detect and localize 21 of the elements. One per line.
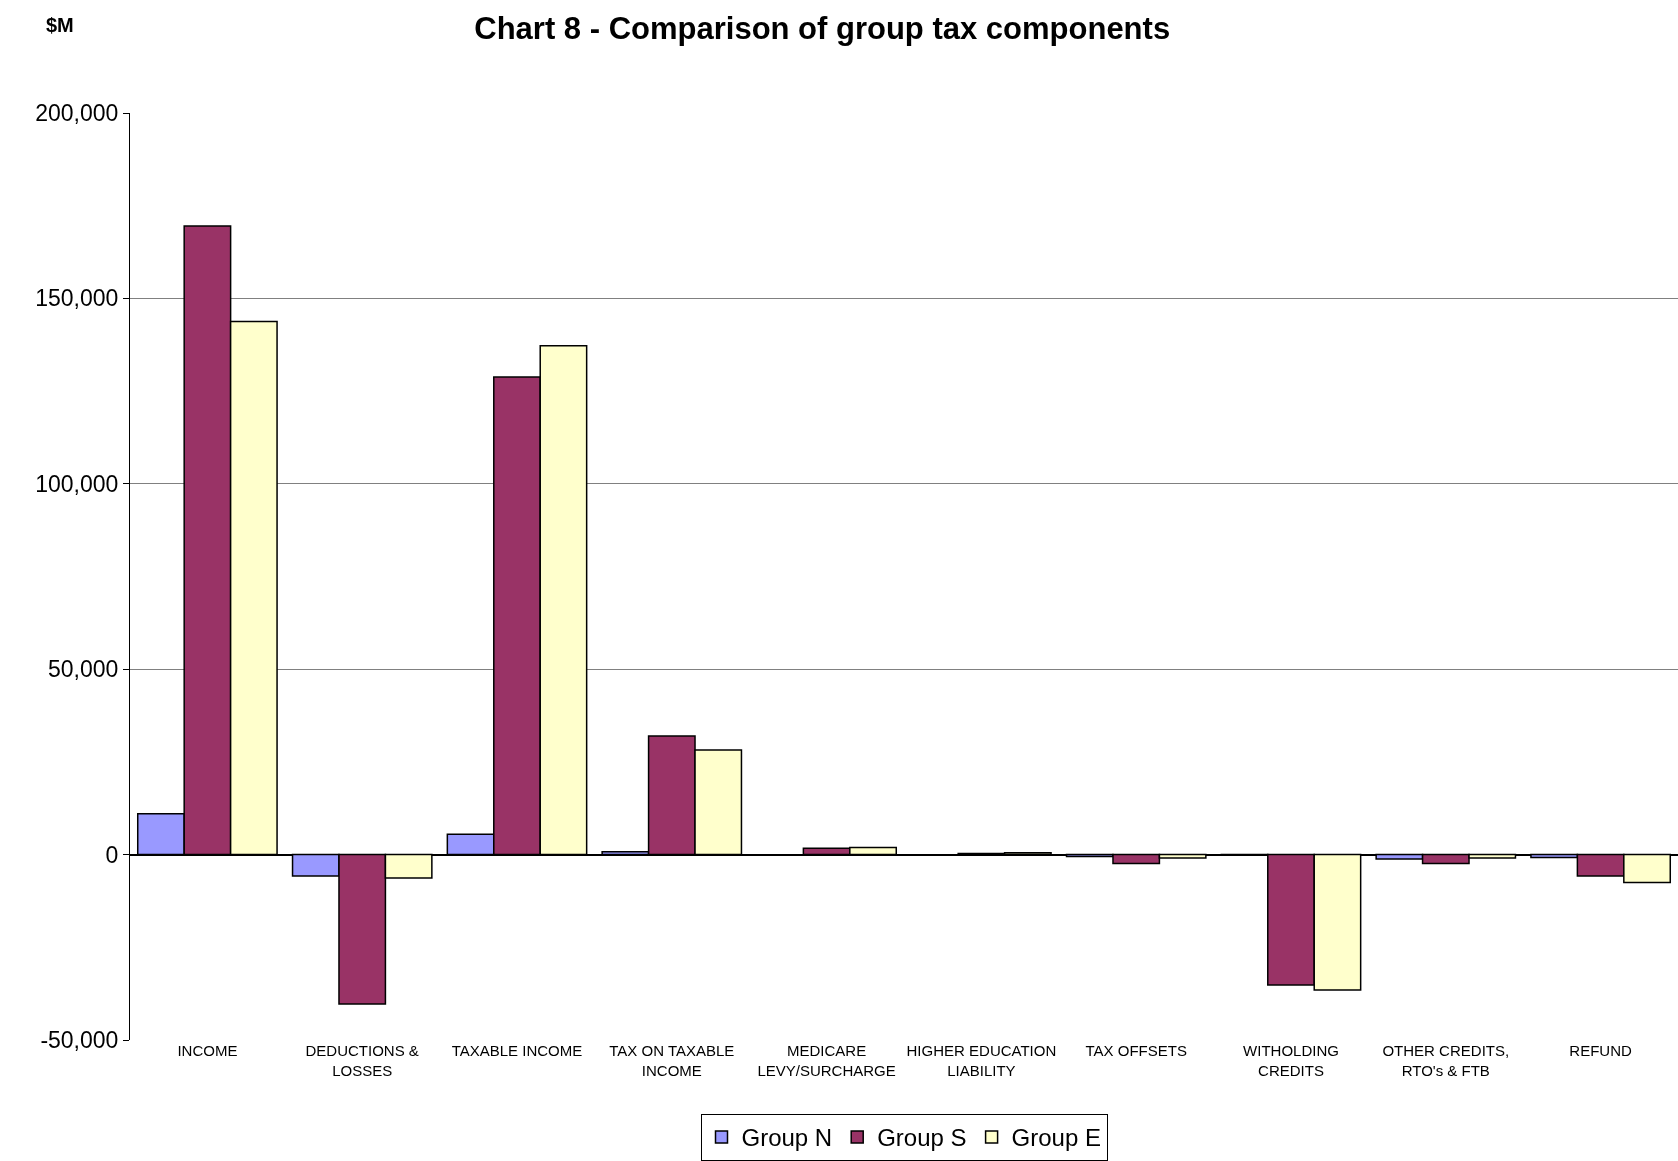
x-tick-label: DEDUCTIONS & LOSSES [305, 1042, 419, 1079]
y-tick-label: 0 [105, 841, 119, 868]
x-tick-label: OTHER CREDITS, RTO's & FTB [1382, 1042, 1510, 1079]
x-tick-label: WITHOLDING CREDITS [1243, 1042, 1339, 1079]
legend-label: Group E [1011, 1124, 1101, 1152]
y-tick-label: -50,000 [40, 1027, 119, 1054]
chart-title: Chart 8 - Comparison of group tax components [474, 11, 1171, 47]
y-tick-label: 200,000 [35, 100, 119, 127]
x-tick-label: MEDICARE LEVY/SURCHARGE [757, 1042, 896, 1079]
x-tick-label: TAXABLE INCOME [451, 1042, 583, 1059]
legend-label: Group N [741, 1124, 833, 1152]
x-tick-label: REFUND [1569, 1042, 1633, 1059]
x-tick-label: TAX OFFSETS [1085, 1042, 1187, 1059]
legend-label: Group S [877, 1124, 967, 1152]
x-tick-label: HIGHER EDUCATION LIABILITY [906, 1042, 1057, 1079]
y-tick-label: 150,000 [35, 285, 119, 312]
y-tick-label: 100,000 [35, 470, 119, 497]
y-tick-label: 50,000 [48, 656, 119, 683]
y-axis-title: $M [46, 14, 74, 36]
x-tick-label: TAX ON TAXABLE INCOME [609, 1042, 735, 1079]
x-tick-label: INCOME [177, 1042, 238, 1059]
